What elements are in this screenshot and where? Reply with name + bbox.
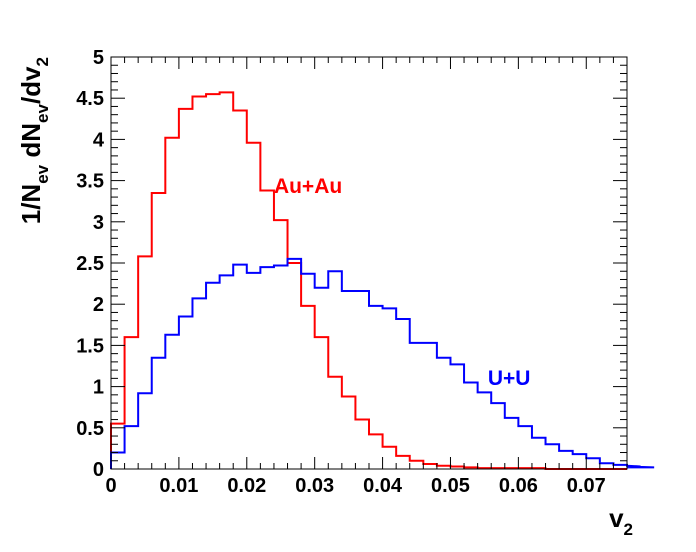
y-axis-title-sub-2: ev	[33, 104, 52, 123]
x-tick-label: 0.05	[431, 475, 470, 497]
y-tick-label: 4	[93, 129, 105, 151]
x-tick-label: 0.06	[499, 475, 538, 497]
x-tick-label: 0.07	[567, 475, 606, 497]
x-tick-label: 0.04	[363, 475, 403, 497]
x-tick-label: 0.01	[159, 475, 198, 497]
y-tick-label: 5	[93, 47, 104, 69]
y-tick-label: 1.5	[76, 335, 104, 357]
y-axis-title-part-3: /dv	[16, 66, 46, 104]
plot-area	[110, 91, 655, 470]
y-axis-title: 1/Nev dNev/dv2	[16, 57, 52, 224]
y-axis-title-part-2: dN	[16, 123, 46, 165]
y-tick-label: 3.5	[76, 171, 104, 193]
y-tick-label: 2.5	[76, 253, 104, 275]
x-axis-title-sub: 2	[624, 520, 633, 539]
series-label-u-u: U+U	[488, 367, 531, 390]
series-line-u-u	[110, 257, 655, 469]
series-line-au-au	[110, 91, 627, 470]
x-axis-title-main: v	[609, 503, 624, 533]
x-tick-label: 0.03	[295, 475, 334, 497]
y-axis-title-part-1: 1/N	[16, 184, 46, 224]
y-tick-label: 3	[93, 212, 104, 234]
y-tick-label: 2	[93, 294, 104, 316]
tick-labels: 0 0.01 0.02 0.03 0.04 0.05 0.06 0.07 0 0.5 1 1.5 2 2.…	[76, 47, 606, 497]
x-tick-label: 0	[105, 475, 116, 497]
y-axis-title-sub-3: 2	[33, 57, 52, 66]
x-tick-label: 0.02	[227, 475, 266, 497]
axis-ticks	[110, 56, 628, 470]
x-axis-title: v2	[609, 503, 633, 539]
y-tick-label: 0.5	[76, 418, 104, 440]
series-label-au-au: Au+Au	[274, 175, 342, 198]
y-axis-title-sub-1: ev	[33, 164, 52, 183]
y-tick-label: 1	[93, 377, 104, 399]
y-tick-label: 0	[93, 459, 104, 481]
y-tick-label: 4.5	[76, 88, 104, 110]
